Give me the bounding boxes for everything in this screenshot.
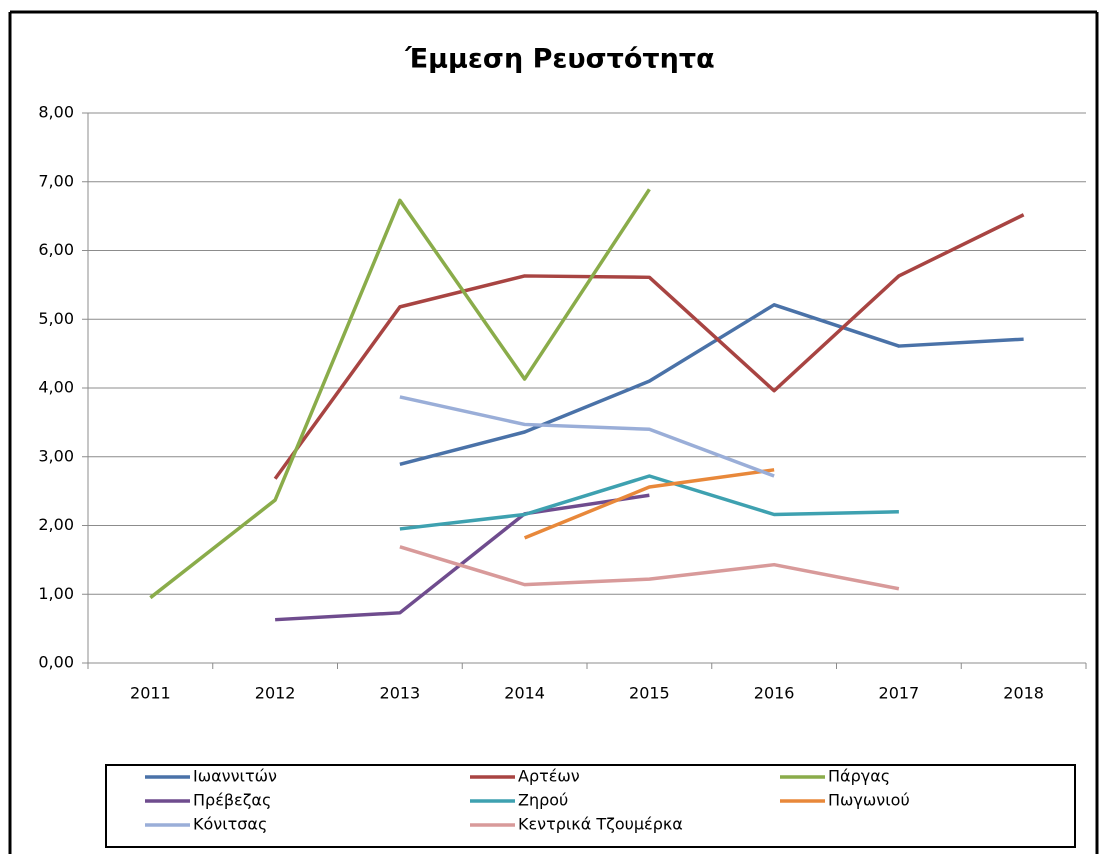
series-line (399, 395, 775, 478)
legend-label: Ζηρού (518, 791, 568, 810)
legend-label: Αρτέων (518, 767, 580, 786)
y-tick-label: 8,00 (38, 103, 74, 122)
legend-label: Κόνιτσας (193, 815, 267, 834)
series-line (523, 468, 775, 540)
x-tick-label: 2012 (255, 684, 296, 703)
legend-label: Κεντρικά Τζουμέρκα (518, 815, 683, 834)
x-tick-label: 2017 (879, 684, 920, 703)
series-line (273, 213, 1025, 480)
y-tick-label: 7,00 (38, 171, 74, 190)
x-tick-label: 2014 (504, 684, 545, 703)
y-tick-label: 2,00 (38, 515, 74, 534)
series-line (149, 188, 651, 600)
y-tick-label: 5,00 (38, 309, 74, 328)
series-line (399, 303, 1024, 467)
x-tick-label: 2018 (1003, 684, 1044, 703)
legend-label: Πωγωνιού (828, 791, 910, 810)
series-line (399, 474, 899, 531)
series-line (399, 545, 900, 591)
legend-box (105, 764, 1076, 848)
legend-label: Πάργας (828, 767, 890, 786)
legend-label: Ιωαννιτών (193, 767, 277, 786)
y-tick-label: 6,00 (38, 240, 74, 259)
y-tick-label: 4,00 (38, 378, 74, 397)
x-tick-label: 2016 (754, 684, 795, 703)
x-tick-label: 2011 (130, 684, 171, 703)
x-tick-label: 2013 (380, 684, 421, 703)
y-tick-label: 0,00 (38, 653, 74, 672)
legend-label: Πρέβεζας (193, 791, 271, 810)
y-tick-label: 1,00 (38, 584, 74, 603)
y-tick-label: 3,00 (38, 446, 74, 465)
x-tick-label: 2015 (629, 684, 670, 703)
chart-title: Έμμεση Ρευστότητα (404, 44, 714, 75)
series-line (275, 493, 650, 622)
